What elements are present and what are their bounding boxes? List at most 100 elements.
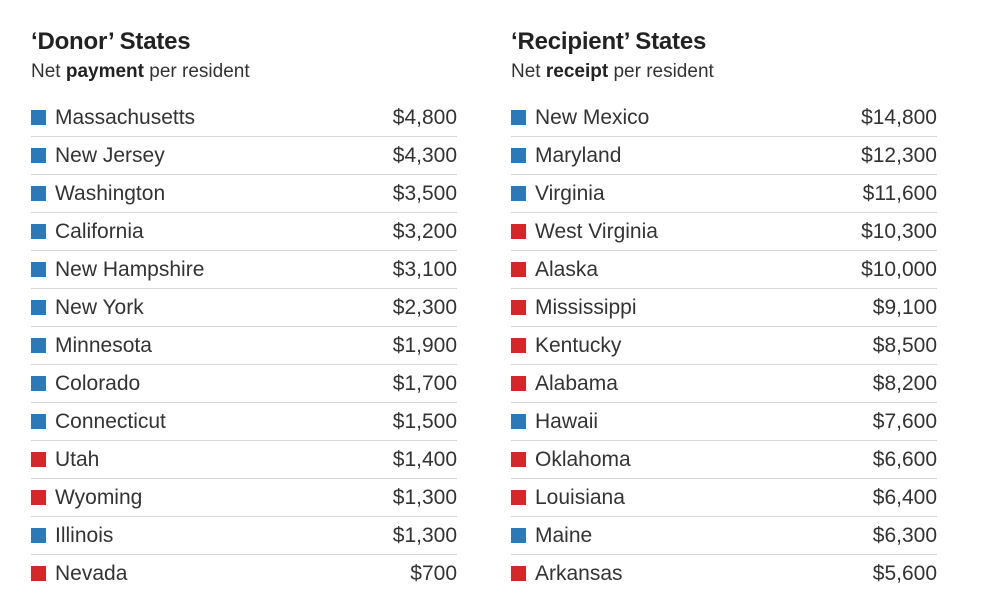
state-name: Louisiana xyxy=(535,486,625,509)
table-row: Virginia $11,600 xyxy=(511,175,937,213)
party-color-swatch xyxy=(31,110,46,125)
per-resident-value: $1,900 xyxy=(392,334,457,357)
party-color-swatch xyxy=(31,414,46,429)
party-color-swatch xyxy=(31,566,46,581)
party-color-swatch xyxy=(31,262,46,277)
table-row: Utah $1,400 xyxy=(31,441,457,479)
state-name: New Jersey xyxy=(55,144,165,167)
per-resident-value: $1,300 xyxy=(392,486,457,509)
per-resident-value: $4,800 xyxy=(392,106,457,129)
donor-states-panel: ‘Donor’ States Net payment per resident … xyxy=(31,28,457,592)
party-color-swatch xyxy=(511,414,526,429)
party-color-swatch xyxy=(511,300,526,315)
state-name: West Virginia xyxy=(535,220,658,243)
per-resident-value: $7,600 xyxy=(872,410,937,433)
donor-subtitle-post: per resident xyxy=(144,61,250,82)
state-name: Massachusetts xyxy=(55,106,196,129)
table-row: Alabama $8,200 xyxy=(511,365,937,403)
per-resident-value: $700 xyxy=(410,562,457,585)
state-name: New Mexico xyxy=(535,106,650,129)
party-color-swatch xyxy=(511,376,526,391)
per-resident-value: $8,500 xyxy=(872,334,937,357)
state-name: Kentucky xyxy=(535,334,622,357)
table-row: New Mexico $14,800 xyxy=(511,99,937,137)
party-color-swatch xyxy=(31,376,46,391)
party-color-swatch xyxy=(31,300,46,315)
state-name: Maryland xyxy=(535,144,622,167)
state-name: Hawaii xyxy=(535,410,599,433)
state-name: Virginia xyxy=(535,182,605,205)
state-name: Colorado xyxy=(55,372,141,395)
party-color-swatch xyxy=(31,452,46,467)
table-row: Alaska $10,000 xyxy=(511,251,937,289)
state-name: Mississippi xyxy=(535,296,637,319)
state-name: Utah xyxy=(55,448,100,471)
table-row: Washington $3,500 xyxy=(31,175,457,213)
party-color-swatch xyxy=(511,490,526,505)
party-color-swatch xyxy=(511,224,526,239)
per-resident-value: $4,300 xyxy=(392,144,457,167)
party-color-swatch xyxy=(511,186,526,201)
table-row: Illinois $1,300 xyxy=(31,517,457,555)
per-resident-value: $2,300 xyxy=(392,296,457,319)
table-row: New Hampshire $3,100 xyxy=(31,251,457,289)
party-color-swatch xyxy=(511,110,526,125)
table-row: Kentucky $8,500 xyxy=(511,327,937,365)
donor-subtitle-bold: payment xyxy=(65,61,144,82)
table-row: Connecticut $1,500 xyxy=(31,403,457,441)
table-row: New Jersey $4,300 xyxy=(31,137,457,175)
recipient-subtitle-bold: receipt xyxy=(545,61,609,82)
table-row: Hawaii $7,600 xyxy=(511,403,937,441)
table-row: Wyoming $1,300 xyxy=(31,479,457,517)
per-resident-value: $6,400 xyxy=(872,486,937,509)
per-resident-value: $11,600 xyxy=(862,182,937,205)
party-color-swatch xyxy=(31,186,46,201)
table-row: Oklahoma $6,600 xyxy=(511,441,937,479)
party-color-swatch xyxy=(511,566,526,581)
per-resident-value: $10,000 xyxy=(861,258,937,281)
party-color-swatch xyxy=(511,528,526,543)
table-row: California $3,200 xyxy=(31,213,457,251)
party-color-swatch xyxy=(511,338,526,353)
donor-rows: Massachusetts $4,800 New Jersey $4,300 Washi… xyxy=(31,99,457,592)
state-name: Alaska xyxy=(535,258,599,281)
state-name: New Hampshire xyxy=(55,258,205,281)
table-row: Arkansas $5,600 xyxy=(511,555,937,592)
party-color-swatch xyxy=(31,490,46,505)
per-resident-value: $8,200 xyxy=(872,372,937,395)
state-name: Wyoming xyxy=(55,486,143,509)
state-name: Nevada xyxy=(55,562,128,585)
per-resident-value: $6,300 xyxy=(872,524,937,547)
table-row: Maryland $12,300 xyxy=(511,137,937,175)
per-resident-value: $14,800 xyxy=(861,106,937,129)
party-color-swatch xyxy=(31,148,46,163)
donor-subtitle-pre: Net xyxy=(31,61,66,82)
party-color-swatch xyxy=(31,224,46,239)
per-resident-value: $3,100 xyxy=(392,258,457,281)
per-resident-value: $5,600 xyxy=(872,562,937,585)
recipient-rows: New Mexico $14,800 Maryland $12,300 Virginia… xyxy=(511,99,937,592)
per-resident-value: $12,300 xyxy=(861,144,937,167)
recipient-title: ‘Recipient’ States xyxy=(511,28,707,55)
table-row: Maine $6,300 xyxy=(511,517,937,555)
donor-title: ‘Donor’ States xyxy=(31,28,191,55)
state-name: Illinois xyxy=(55,524,114,547)
state-name: New York xyxy=(55,296,144,319)
per-resident-value: $1,500 xyxy=(392,410,457,433)
state-name: Arkansas xyxy=(535,562,623,585)
per-resident-value: $1,400 xyxy=(392,448,457,471)
state-name: Maine xyxy=(535,524,593,547)
donor-subtitle: Net payment per resident xyxy=(31,60,457,84)
state-name: Minnesota xyxy=(55,334,152,357)
party-color-swatch xyxy=(31,338,46,353)
per-resident-value: $6,600 xyxy=(872,448,937,471)
state-name: Oklahoma xyxy=(535,448,631,471)
table-row: New York $2,300 xyxy=(31,289,457,327)
state-name: Washington xyxy=(55,182,166,205)
recipient-subtitle-post: per resident xyxy=(608,61,714,82)
table-row: Minnesota $1,900 xyxy=(31,327,457,365)
per-resident-value: $1,300 xyxy=(392,524,457,547)
per-resident-value: $3,500 xyxy=(392,182,457,205)
party-color-swatch xyxy=(31,528,46,543)
recipient-states-panel: ‘Recipient’ States Net receipt per resid… xyxy=(511,28,937,592)
